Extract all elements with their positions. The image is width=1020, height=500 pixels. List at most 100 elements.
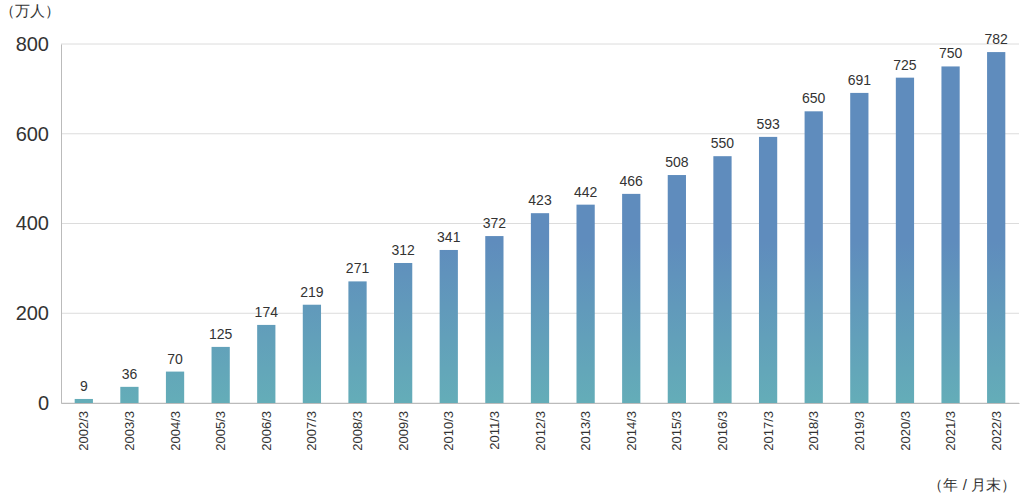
y-tick: 800: [16, 33, 61, 55]
data-label: 125: [209, 326, 233, 342]
data-label: 271: [346, 260, 370, 276]
x-tick-label: 2012/3: [533, 411, 548, 451]
bar: [303, 305, 321, 403]
y-tick: 400: [16, 212, 61, 234]
data-label: 9: [80, 378, 88, 394]
x-tick-label: 2005/3: [213, 411, 228, 451]
x-tick-label: 2007/3: [304, 411, 319, 451]
bar: [531, 213, 549, 403]
bar: [485, 236, 503, 403]
x-tick: 2019/3: [852, 403, 867, 451]
x-tick: 2012/3: [533, 403, 548, 451]
data-label: 174: [255, 304, 279, 320]
x-tick: 2004/3: [168, 403, 183, 451]
data-labels: 9 36 70 125 174 219 271 312 341 372 423 442 466 508 55…: [80, 31, 1008, 394]
x-axis: 2002/3 2003/3 2004/3 2005/3 2006/3 2007/3 2008…: [62, 403, 1020, 451]
x-tick-label: 2015/3: [669, 411, 684, 451]
data-label: 312: [391, 242, 415, 258]
y-tick: 0: [38, 392, 61, 414]
x-tick: 2009/3: [396, 403, 411, 451]
y-axis-line: [61, 45, 62, 404]
x-tick: 2020/3: [898, 403, 913, 451]
bar: [896, 78, 914, 403]
x-tick: 2002/3: [76, 403, 91, 451]
data-label: 36: [122, 366, 138, 382]
x-tick-label: 2022/3: [989, 411, 1004, 451]
bar: [120, 387, 138, 403]
x-tick-label: 2014/3: [624, 411, 639, 451]
x-tick-label: 2008/3: [350, 411, 365, 451]
y-tick-label: 0: [38, 392, 49, 414]
x-tick-label: 2009/3: [396, 411, 411, 451]
y-tick-label: 800: [16, 33, 49, 55]
x-tick-label: 2002/3: [76, 411, 91, 451]
y-tick-label: 200: [16, 302, 49, 324]
x-axis-title: （年 / 月末）: [928, 476, 1016, 493]
bar: [622, 194, 640, 403]
x-tick-label: 2016/3: [715, 411, 730, 451]
data-label: 508: [665, 154, 689, 170]
bar: [805, 111, 823, 403]
x-tick-label: 2003/3: [122, 411, 137, 451]
bar: [166, 372, 184, 403]
data-label: 466: [620, 173, 644, 189]
data-label: 691: [848, 72, 872, 88]
x-tick-label: 2013/3: [578, 411, 593, 451]
x-tick-label: 2021/3: [943, 411, 958, 451]
bar: [440, 250, 458, 403]
y-axis: 0 200 400 600 800: [16, 33, 62, 414]
data-label: 423: [528, 192, 552, 208]
x-tick: 2008/3: [350, 403, 365, 451]
data-label: 550: [711, 135, 735, 151]
bar: [576, 205, 594, 403]
x-tick: 2005/3: [213, 403, 228, 451]
x-tick-label: 2018/3: [806, 411, 821, 451]
grid-line: [61, 44, 1019, 45]
x-tick: 2016/3: [715, 403, 730, 451]
grid: [61, 44, 1019, 403]
bar: [257, 325, 275, 403]
data-label: 725: [893, 57, 917, 73]
x-tick: 2011/3: [487, 403, 502, 450]
bars: [75, 52, 1006, 403]
data-label: 650: [802, 90, 826, 106]
y-tick: 600: [16, 123, 61, 145]
x-tick: 2022/3: [989, 403, 1004, 451]
x-tick: 2013/3: [578, 403, 593, 451]
chart: 9 36 70 125 174 219 271 312 341 372 423 442 466 508 55…: [0, 0, 1020, 500]
x-tick: 2010/3: [441, 403, 456, 451]
data-label: 341: [437, 229, 461, 245]
y-axis-title: （万人）: [0, 2, 60, 19]
bar: [348, 281, 366, 403]
bar: [668, 175, 686, 403]
x-tick-label: 2019/3: [852, 411, 867, 451]
bar: [394, 263, 412, 403]
data-label: 750: [939, 45, 963, 61]
x-tick-label: 2010/3: [441, 411, 456, 451]
data-label: 219: [300, 284, 324, 300]
x-tick: 2007/3: [304, 403, 319, 451]
x-tick: 2018/3: [806, 403, 821, 451]
x-axis-line: [62, 403, 1020, 404]
x-tick-label: 2006/3: [259, 411, 274, 451]
x-tick: 2015/3: [669, 403, 684, 451]
x-tick: 2003/3: [122, 403, 137, 451]
bar: [212, 347, 230, 403]
data-label: 593: [756, 116, 780, 132]
data-label: 442: [574, 184, 598, 200]
y-tick: 200: [16, 302, 61, 324]
x-tick: 2017/3: [761, 403, 776, 451]
data-label: 372: [483, 215, 507, 231]
y-tick-label: 400: [16, 212, 49, 234]
data-label: 70: [167, 351, 183, 367]
bar: [850, 93, 868, 403]
data-label: 782: [985, 31, 1009, 47]
bar: [713, 156, 731, 403]
x-tick-label: 2017/3: [761, 411, 776, 451]
x-tick-label: 2011/3: [487, 411, 502, 450]
bar: [75, 399, 93, 403]
x-tick: 2021/3: [943, 403, 958, 451]
grid-line: [61, 133, 1019, 134]
bar: [941, 66, 959, 403]
x-tick: 2006/3: [259, 403, 274, 451]
